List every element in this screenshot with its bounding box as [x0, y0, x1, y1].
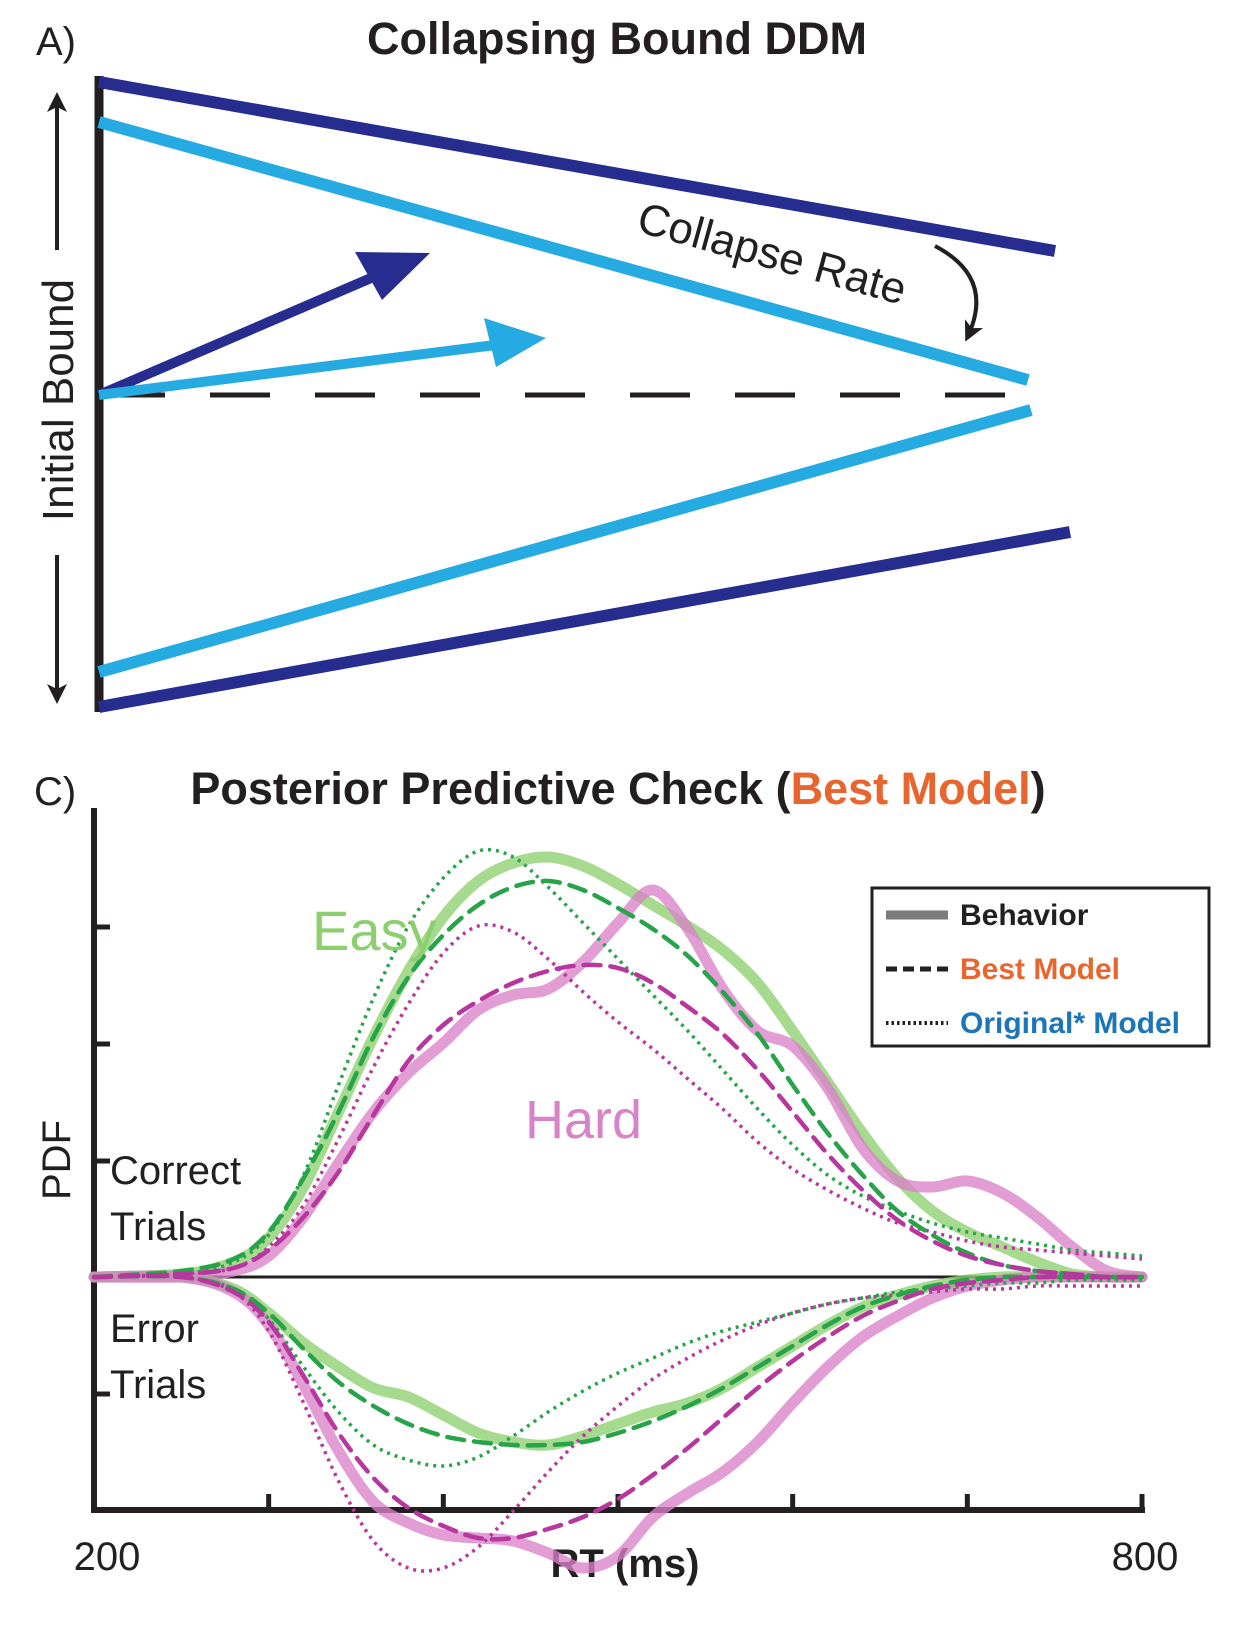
collapse-rate-label: Collapse Rate — [632, 193, 911, 314]
panel-c-title-main: Posterior Predictive Check ( — [190, 763, 790, 814]
drift-arrowhead-dark — [355, 252, 430, 300]
panel-a-label: A) — [36, 20, 76, 64]
curve-hard-correct-best-model — [91, 962, 1145, 1280]
legend-original-model: Original* Model — [960, 1007, 1180, 1040]
upper-bound-dark — [97, 76, 1057, 257]
panel-c: C) Posterior Predictive Check (Best Mode… — [34, 763, 1211, 1586]
panel-c-title-highlight: Best Model — [791, 763, 1031, 814]
panel-c-title-end: ) — [1031, 763, 1046, 814]
curve-hard-correct-behavior — [88, 884, 1148, 1283]
drift-arrow-light — [98, 340, 496, 400]
legend-behavior: Behavior — [960, 899, 1089, 932]
correct-trials-line1: Correct — [110, 1149, 241, 1193]
lower-bound-dark — [97, 526, 1072, 713]
curve-easy-correct-best-model — [91, 878, 1145, 1280]
panel-a: A) Collapsing Bound DDM Initial Bound Co… — [34, 13, 1072, 713]
y-axis-label: PDF — [35, 1120, 79, 1200]
pdf-curves — [88, 847, 1148, 1574]
drift-arrowhead-light — [484, 318, 546, 367]
y-ticks — [94, 924, 110, 1397]
correct-trials-line2: Trials — [110, 1205, 206, 1249]
drift-arrow-dark — [97, 270, 380, 400]
curve-easy-error-best-model — [91, 1273, 1145, 1448]
collapse-rate-arrow — [934, 244, 983, 342]
x-ticks — [91, 1494, 1145, 1510]
legend-best-model: Best Model — [960, 953, 1120, 986]
initial-bound-label: Initial Bound — [34, 279, 83, 521]
x-tick-label-200: 200 — [74, 1535, 141, 1579]
x-tick-label-800: 800 — [1112, 1535, 1179, 1579]
curve-hard-correct-original-model — [93, 922, 1143, 1279]
panel-a-title: Collapsing Bound DDM — [367, 13, 867, 64]
upper-bound-light — [97, 116, 1030, 386]
error-trials-line1: Error — [110, 1307, 199, 1351]
panel-c-label: C) — [34, 770, 76, 814]
hard-label: Hard — [525, 1090, 642, 1150]
curve-hard-error-best-model — [91, 1273, 1145, 1542]
easy-label: Easy — [312, 899, 437, 962]
curve-hard-error-original-model — [93, 1274, 1142, 1573]
panel-c-title: Posterior Predictive Check (Best Model) — [190, 763, 1045, 814]
lower-bound-light — [97, 404, 1033, 678]
legend: Behavior Best Model Original* Model — [870, 886, 1211, 1048]
error-trials-line2: Trials — [110, 1363, 206, 1407]
